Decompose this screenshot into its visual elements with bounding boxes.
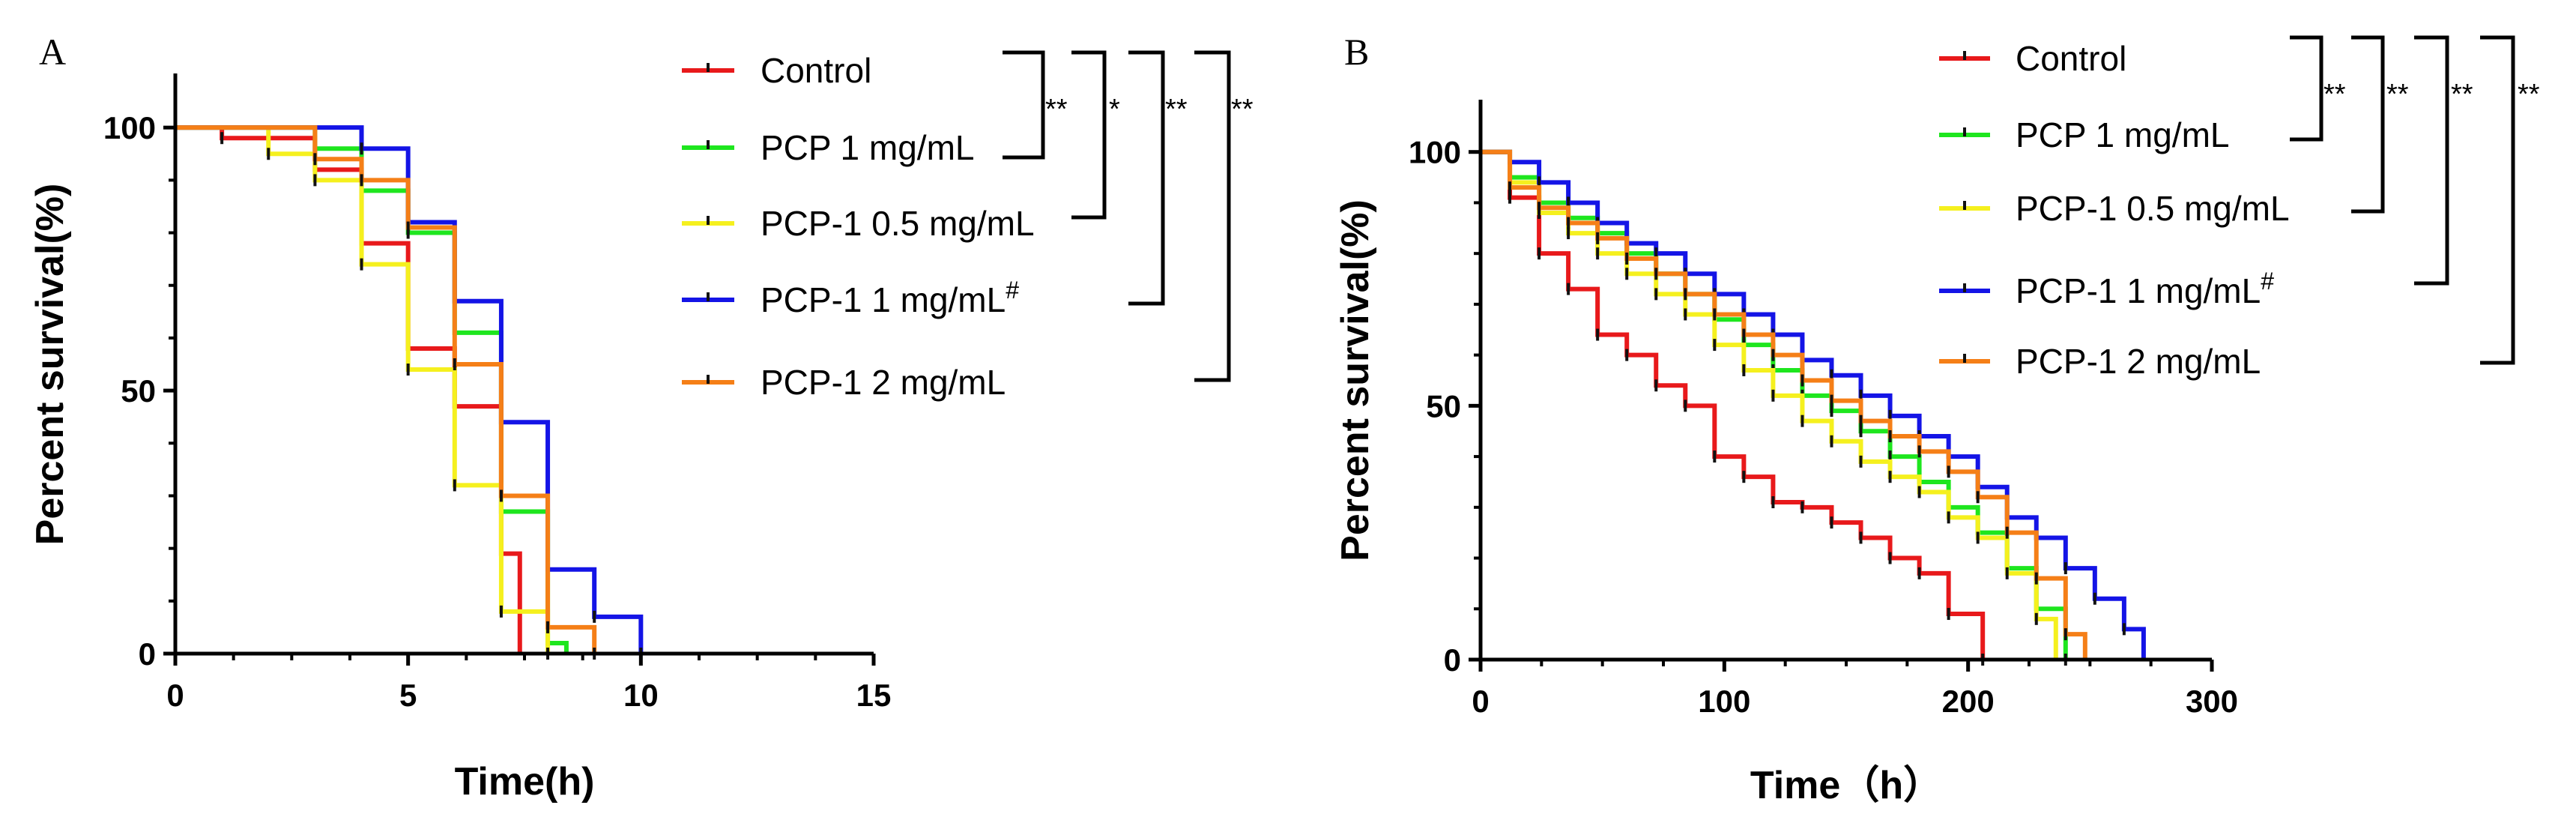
y-tick-label: 50: [121, 373, 156, 409]
panel-label: A: [39, 31, 66, 73]
legend-label: PCP-1 1 mg/mL#: [2016, 268, 2274, 310]
significance-label: **: [2451, 79, 2473, 110]
significance-label: **: [2323, 79, 2346, 110]
significance-bracket: [1003, 50, 1045, 160]
significance-bracket: [1128, 50, 1165, 306]
significance-label: **: [1231, 94, 1254, 125]
y-axis-title: Percent survival(%): [28, 184, 72, 546]
significance-label: **: [1045, 94, 1068, 125]
series-line-3: [175, 125, 644, 654]
series-line-4: [1481, 149, 2087, 660]
series-line-2: [175, 125, 551, 654]
x-axis-title: Time(h): [455, 760, 595, 804]
legend-label: Control: [2016, 39, 2126, 78]
x-tick-label: 15: [856, 678, 892, 713]
legend-superscript: #: [1006, 277, 1019, 304]
x-tick-label: 0: [166, 678, 184, 713]
x-tick-label: 100: [1698, 684, 1750, 719]
y-axis-title: Percent survival(%): [1334, 199, 1377, 561]
significance-bracket: [1071, 50, 1107, 220]
legend-label: PCP-1 0.5 mg/mL: [2016, 189, 2290, 228]
legend-label: PCP-1 1 mg/mL#: [761, 277, 1019, 319]
significance-bracket: [1194, 50, 1231, 382]
significance-bracket: [2414, 35, 2449, 286]
legend-label: PCP-1 2 mg/mL: [2016, 342, 2261, 381]
y-tick-label: 0: [1444, 642, 1461, 678]
y-tick-label: 50: [1426, 388, 1461, 423]
series-line-3: [1481, 149, 2146, 660]
significance-label: **: [2518, 79, 2540, 110]
legend-superscript: #: [2261, 268, 2274, 295]
x-axis-title: Time（h）: [1750, 764, 1942, 807]
y-tick-label: 100: [103, 110, 156, 145]
significance-bracket: [2290, 35, 2323, 142]
significance-label: **: [2386, 79, 2409, 110]
legend-label: PCP-1 2 mg/mL: [761, 363, 1006, 402]
series-line-0: [175, 125, 522, 654]
significance-bracket: [2480, 35, 2515, 365]
y-tick-label: 0: [139, 636, 156, 672]
significance-label: *: [1109, 94, 1120, 125]
x-tick-label: 5: [399, 678, 417, 713]
legend-label: Control: [761, 51, 871, 90]
legend-label: PCP 1 mg/mL: [2016, 115, 2229, 154]
panel-b: B 0 100 200 300 0 50 100 Time（h） Percent survival…: [1334, 31, 2540, 807]
panel-a: A 0 5 10 15 0 50 100 Time(h) Percent survival(%) C…: [28, 31, 1254, 804]
x-tick-label: 300: [2186, 684, 2238, 719]
legend-label: PCP-1 0.5 mg/mL: [761, 204, 1035, 243]
x-tick-label: 0: [1472, 684, 1489, 719]
series-line-1: [175, 125, 569, 654]
significance-label: **: [1165, 94, 1188, 125]
x-tick-label: 10: [623, 678, 659, 713]
series-line-4: [175, 125, 597, 654]
series-line-0: [1481, 149, 1986, 660]
y-tick-label: 100: [1409, 135, 1461, 170]
x-tick-label: 200: [1942, 684, 1995, 719]
significance-bracket: [2351, 35, 2385, 214]
legend-label: PCP 1 mg/mL: [761, 128, 974, 167]
panel-label: B: [1344, 31, 1369, 73]
